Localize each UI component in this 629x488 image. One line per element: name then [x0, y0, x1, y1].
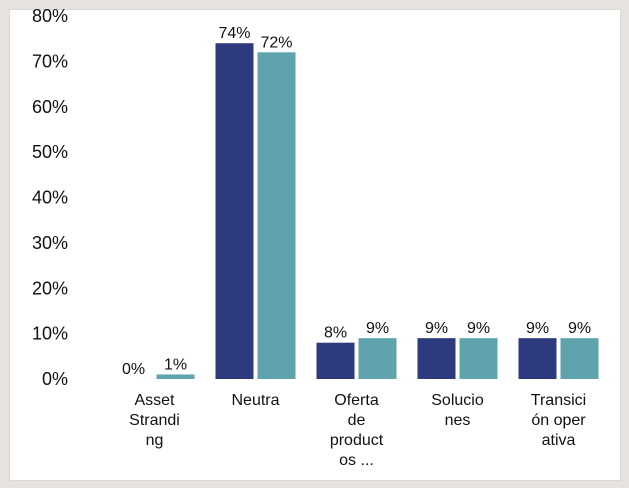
- data-label: 9%: [366, 320, 389, 337]
- data-label: 8%: [324, 325, 347, 342]
- category-label: product: [330, 432, 384, 449]
- category-label: Strandi: [129, 412, 180, 429]
- y-tick-label: 60%: [32, 97, 68, 117]
- category-label: de: [348, 412, 366, 429]
- bar-series-2: [459, 338, 498, 379]
- y-tick-label: 0%: [42, 369, 68, 389]
- bar-series-1: [316, 342, 355, 379]
- bar-series-2: [156, 374, 195, 379]
- data-label: 74%: [218, 25, 250, 42]
- category-label: os ...: [339, 452, 374, 469]
- bar-series-1: [215, 43, 254, 379]
- data-label: 9%: [568, 320, 591, 337]
- y-tick-label: 80%: [32, 6, 68, 26]
- category-label: Transici: [531, 392, 586, 409]
- category-label: Oferta: [334, 392, 379, 409]
- category-label: Solucio: [431, 392, 484, 409]
- category-label: nes: [445, 412, 471, 429]
- bar-series-1: [417, 338, 456, 379]
- y-tick-label: 70%: [32, 51, 68, 71]
- category-label: Neutra: [231, 392, 279, 409]
- y-tick-label: 10%: [32, 324, 68, 344]
- category-label: ón oper: [531, 412, 586, 429]
- chart-frame: [9, 9, 621, 481]
- y-tick-label: 40%: [32, 188, 68, 208]
- category-label: ng: [146, 432, 164, 449]
- bar-series-2: [358, 338, 397, 379]
- bar-series-2: [257, 52, 296, 380]
- data-label: 9%: [467, 320, 490, 337]
- data-label: 0%: [122, 361, 145, 378]
- bar-series-2: [560, 338, 599, 379]
- category-label: Asset: [134, 392, 175, 409]
- y-tick-label: 20%: [32, 278, 68, 298]
- y-tick-label: 30%: [32, 233, 68, 253]
- data-label: 1%: [164, 356, 187, 373]
- data-label: 72%: [260, 34, 292, 51]
- bar-series-1: [518, 338, 557, 379]
- data-label: 9%: [526, 320, 549, 337]
- data-label: 9%: [425, 320, 448, 337]
- y-tick-label: 50%: [32, 142, 68, 162]
- category-label: ativa: [542, 432, 576, 449]
